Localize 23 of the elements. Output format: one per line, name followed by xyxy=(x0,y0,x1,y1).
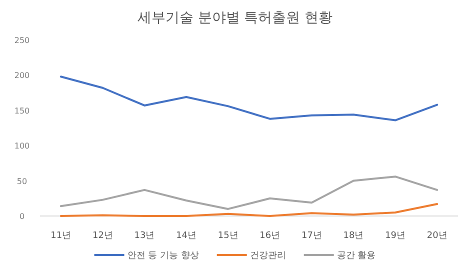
y-tick-label: 100 xyxy=(14,142,30,151)
x-tick-label: 19년 xyxy=(385,231,406,241)
line-series xyxy=(60,203,438,217)
x-tick-label: 15년 xyxy=(218,231,238,241)
x-tick-label: 20년 xyxy=(426,231,448,241)
x-tick-label: 12년 xyxy=(92,231,113,241)
legend-label: 공간 활용 xyxy=(336,251,376,261)
y-tick-label: 250 xyxy=(14,36,30,45)
legend-label: 건강관리 xyxy=(250,251,286,261)
chart-title: 세부기술 분야별 특허출원 현황 xyxy=(137,10,333,26)
legend-label: 안전 등 기능 향상 xyxy=(127,251,199,261)
x-tick-label: 14년 xyxy=(176,231,197,241)
x-tick-label: 13년 xyxy=(134,231,155,241)
x-tick-label: 17년 xyxy=(301,231,322,241)
y-tick-label: 150 xyxy=(14,106,30,116)
y-tick-label: 50 xyxy=(16,176,28,186)
x-tick-label: 18년 xyxy=(343,231,364,241)
x-tick-label: 16년 xyxy=(260,231,280,241)
y-tick-label: 0 xyxy=(19,212,25,221)
line-series xyxy=(60,76,438,122)
x-tick-label: 11년 xyxy=(50,231,72,241)
y-tick-label: 200 xyxy=(14,71,30,80)
line-series xyxy=(60,176,438,210)
